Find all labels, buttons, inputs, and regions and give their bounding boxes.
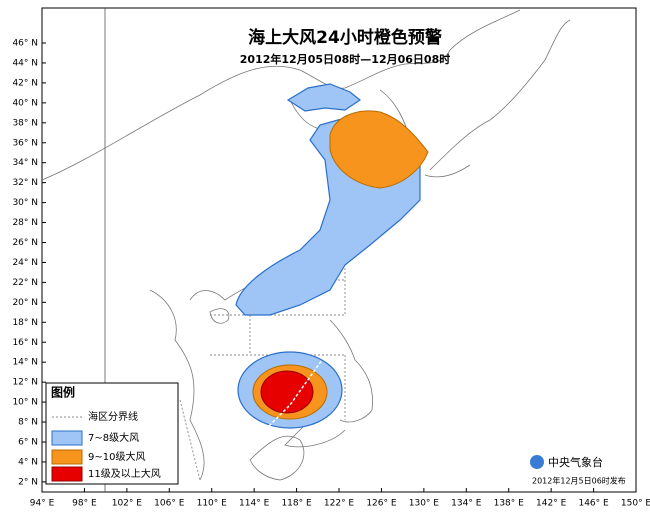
lat-label: 36° N [12,138,38,148]
legend-title: 图例 [51,385,75,400]
gale-9-10-area [329,110,429,189]
lon-label: 126° E [366,499,397,509]
lon-label: 118° E [281,499,312,509]
typhoon-track [254,359,323,441]
lat-label: 4° N [18,457,38,467]
lat-label: 46° N [12,39,38,49]
lat-label: 42° N [12,78,38,88]
lon-label: 142° E [536,499,567,509]
gale-11-area [260,370,314,414]
legend-label: 9~10级大风 [88,450,145,463]
legend-swatch [51,466,83,482]
agency: 中央气象台 [548,455,603,469]
lon-label: 110° E [197,499,228,509]
lat-label: 34° N [12,158,38,168]
lon-label: 98° E [72,499,97,509]
lon-label: 130° E [409,499,440,509]
lat-label: 2° N [18,477,38,487]
sea-boundary [210,180,410,356]
sea-boundary [179,355,346,481]
logo [530,455,544,469]
lat-label: 28° N [12,218,38,228]
title: 海上大风24小时橙色预警 [248,27,442,48]
lon-label: 122° E [324,499,355,509]
lat-label: 40° N [12,98,38,108]
legend-label: 11级及以上大风 [88,467,161,480]
hainan [209,308,230,324]
lon-label: 114° E [239,499,270,509]
lat-label: 20° N [12,298,38,308]
lat-label: 30° N [12,198,38,208]
lat-label: 6° N [18,438,38,448]
lat-label: 26° N [12,238,38,248]
lat-label: 12° N [12,378,38,388]
axes: 46° N 44° N 42° N 40° N 38° N 36° N 34° N 32° N… [12,39,650,509]
lon-label: 146° E [578,499,609,509]
lat-label: 18° N [12,318,38,328]
borneo [249,435,305,481]
gale-7-8-area [286,83,362,112]
lat-label: 24° N [12,258,38,268]
lon-label: 106° E [154,499,185,509]
sea-boundaries [179,180,410,481]
legend-swatch [51,449,83,465]
lat-label: 44° N [12,58,38,68]
indochina [149,289,205,481]
lon-label: 102° E [112,499,143,509]
lat-label: 16° N [12,338,38,348]
lon-label: 134° E [451,499,482,509]
lat-label: 38° N [12,118,38,128]
lat-label: 22° N [12,278,38,288]
lat-label: 32° N [12,178,38,188]
lon-label: 150° E [621,499,650,509]
japan [424,19,571,178]
lat-label: 14° N [12,358,38,368]
legend-label: 7~8级大风 [88,431,139,444]
legend: 图例 海区分界线 7~8级大风 9~10级大风 11级及以上大风 [45,382,179,485]
subtitle: 2012年12月05日08时—12月06日08时 [240,52,450,66]
lon-label: 138° E [494,499,525,509]
lat-label: 8° N [18,418,38,428]
lon-label: 94° E [30,499,55,509]
issued: 2012年12月5日06时发布 [532,476,626,486]
legend-label: 海区分界线 [88,410,138,423]
lat-label: 10° N [12,398,38,408]
legend-swatch [51,430,83,446]
